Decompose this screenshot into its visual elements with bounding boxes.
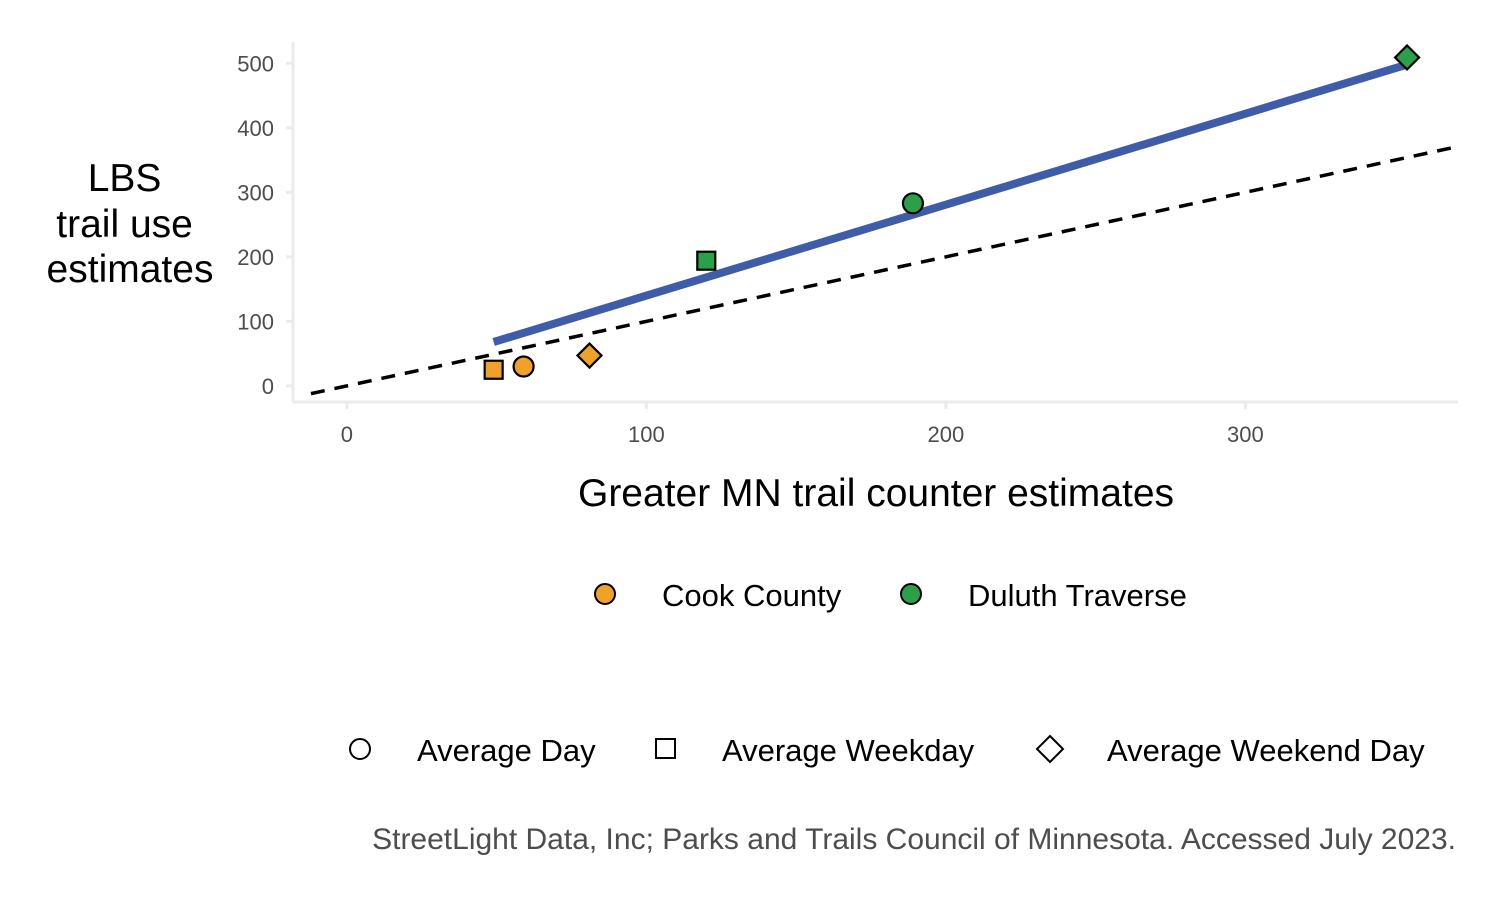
shape-legend: Average Day Average Weekday Average Week… bbox=[349, 733, 1425, 768]
legend-swatch-cook-county bbox=[594, 583, 616, 605]
y-axis-title: LBS trail use estimates bbox=[47, 157, 214, 291]
data-point-diamond bbox=[575, 341, 604, 370]
data-point-square bbox=[483, 359, 504, 380]
fit-line bbox=[492, 60, 1409, 346]
y-ticks: 0 100 200 300 400 500 bbox=[237, 51, 293, 399]
legend-shape-square bbox=[655, 738, 676, 759]
data-point-square bbox=[696, 250, 717, 271]
x-tick-label: 300 bbox=[1227, 422, 1264, 447]
y-tick-label: 400 bbox=[237, 116, 274, 141]
data-point-diamond bbox=[1393, 43, 1421, 72]
y-tick-label: 200 bbox=[237, 245, 274, 270]
y-tick-label: 500 bbox=[237, 51, 274, 76]
data-point-circle bbox=[512, 355, 535, 378]
reference-line-layer bbox=[310, 144, 1459, 396]
x-tick-label: 100 bbox=[628, 422, 665, 447]
reference-line bbox=[310, 144, 1459, 396]
legend-label-average-weekday: Average Weekday bbox=[722, 733, 975, 768]
legend-label-duluth-traverse: Duluth Traverse bbox=[968, 578, 1187, 613]
x-axis-title: Greater MN trail counter estimates bbox=[578, 472, 1174, 515]
y-tick-label: 0 bbox=[262, 374, 274, 399]
data-point-circle bbox=[901, 192, 925, 215]
y-axis-title-line-3: estimates bbox=[47, 248, 214, 291]
legend-label-average-weekend-day: Average Weekend Day bbox=[1107, 733, 1425, 768]
caption: StreetLight Data, Inc; Parks and Trails … bbox=[372, 823, 1456, 856]
y-axis-title-line-2: trail use bbox=[56, 203, 193, 246]
y-tick-label: 300 bbox=[237, 180, 274, 205]
color-legend: Cook County Duluth Traverse bbox=[594, 578, 1187, 613]
x-tick-label: 200 bbox=[928, 422, 965, 447]
y-tick-label: 100 bbox=[237, 309, 274, 334]
legend-shape-circle bbox=[349, 738, 371, 760]
points-layer bbox=[483, 43, 1421, 380]
y-axis-title-line-1: LBS bbox=[88, 157, 162, 200]
legend-swatch-duluth-traverse bbox=[900, 583, 922, 605]
axes bbox=[291, 42, 1458, 404]
x-ticks: 0 100 200 300 bbox=[341, 402, 1264, 447]
legend-label-cook-county: Cook County bbox=[662, 578, 842, 613]
x-tick-label: 0 bbox=[341, 422, 353, 447]
legend-shape-diamond bbox=[1035, 734, 1065, 764]
fit-line-layer bbox=[492, 60, 1409, 346]
legend-label-average-day: Average Day bbox=[417, 733, 596, 768]
